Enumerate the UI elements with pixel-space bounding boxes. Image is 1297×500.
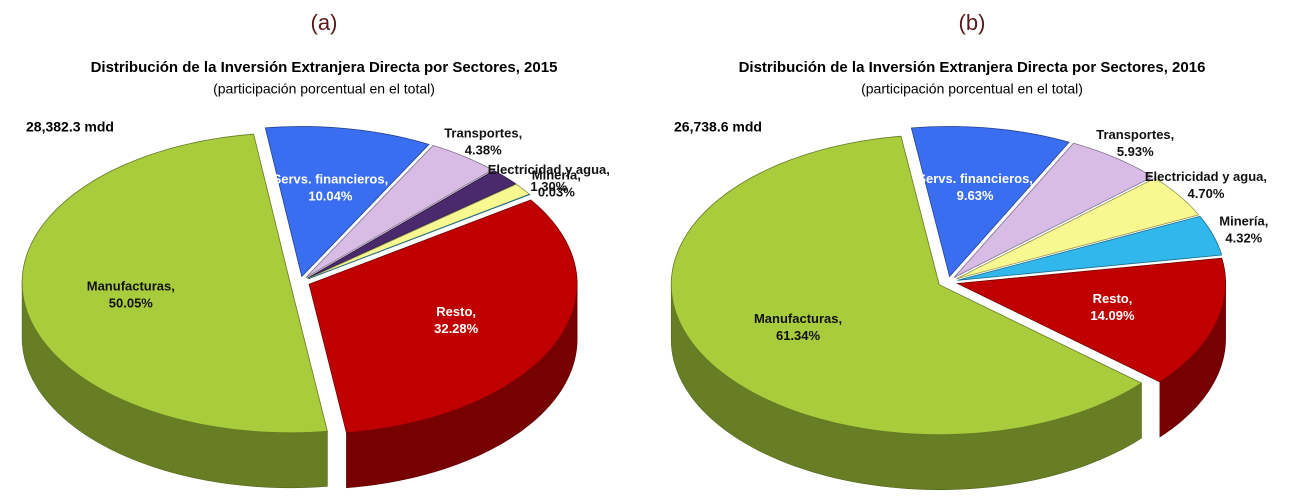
- slice-category: Electricidad y agua,: [488, 162, 610, 177]
- slice: [910, 126, 1070, 278]
- slice-category: Transportes,: [444, 125, 522, 140]
- slice-value-label: 0.03%: [538, 185, 575, 200]
- slice: [305, 144, 494, 278]
- slice-category: Resto,: [1093, 291, 1133, 306]
- slice: [957, 215, 1223, 281]
- slice: [670, 135, 1143, 436]
- total-label: 26,738.6 mdd: [674, 119, 762, 135]
- chart-subtitle: (participación porcentual en el total): [861, 81, 1083, 97]
- slice-value-label: 5.93%: [1117, 144, 1154, 159]
- slice-value-label: 50.05%: [109, 296, 154, 311]
- panel-label: (b): [959, 10, 986, 35]
- slice-category: Manufacturas,: [87, 279, 175, 294]
- slice-category: Manufacturas,: [754, 311, 842, 326]
- chart-title: Distribución de la Inversión Extranjera …: [739, 59, 1206, 76]
- slice-category: Transportes,: [1096, 127, 1174, 142]
- slice-category: Resto,: [436, 304, 476, 319]
- slice: [308, 193, 531, 280]
- slice-value-label: 9.63%: [957, 188, 994, 203]
- slice: [956, 257, 1227, 383]
- slice-value-label: 14.09%: [1090, 308, 1135, 323]
- slice-value-label: 4.38%: [465, 142, 502, 157]
- chart-subtitle: (participación porcentual en el total): [213, 81, 435, 97]
- slice-category: Minería,: [532, 168, 581, 183]
- slice: [956, 177, 1200, 280]
- slice: [264, 126, 430, 278]
- panel-label: (a): [311, 10, 338, 35]
- slice-category: Servs. financieros,: [917, 171, 1033, 186]
- slice-value-label: 61.34%: [776, 328, 821, 343]
- slice-value-label: 4.70%: [1188, 186, 1225, 201]
- slice: [21, 133, 328, 434]
- slice-value-label: 10.04%: [308, 188, 353, 203]
- slice-category: Electricidad y agua,: [1145, 169, 1267, 184]
- slice-value-label: 1.30%: [530, 179, 567, 194]
- slice-value-label: 32.28%: [434, 321, 479, 336]
- total-label: 28,382.3 mdd: [26, 119, 114, 135]
- slice: [308, 199, 578, 434]
- slice-category: Minería,: [1219, 213, 1268, 228]
- slice: [307, 170, 517, 279]
- slice: [953, 142, 1154, 278]
- slice-value-label: 4.32%: [1225, 230, 1262, 245]
- chart-title: Distribución de la Inversión Extranjera …: [91, 59, 558, 76]
- slice-category: Servs. financieros,: [273, 171, 389, 186]
